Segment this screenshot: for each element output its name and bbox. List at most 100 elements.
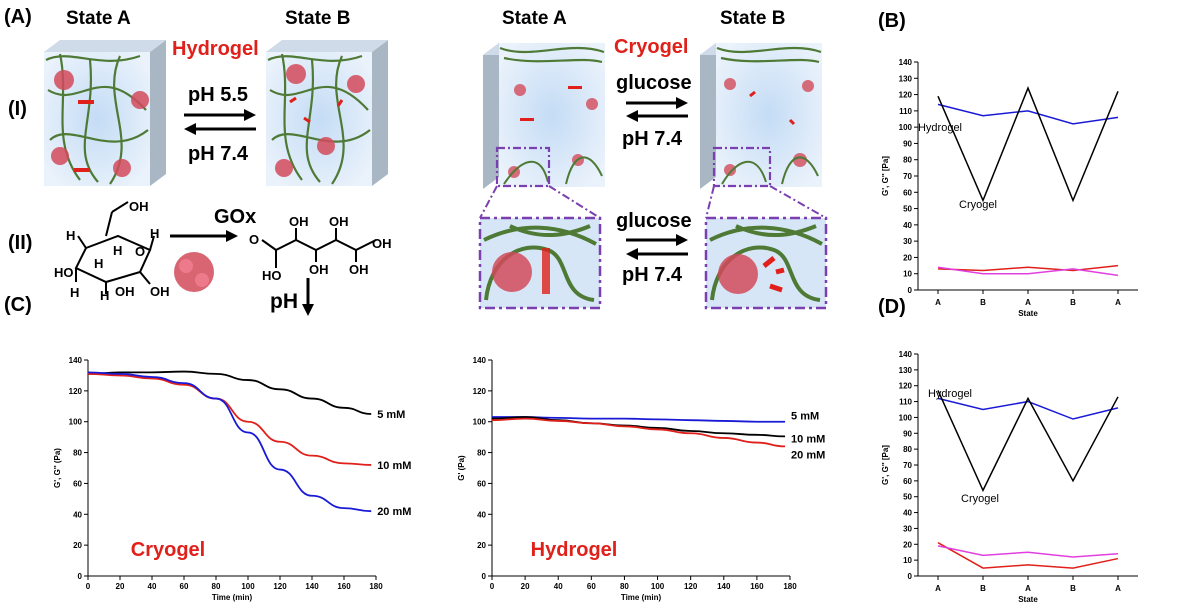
annotation-hydrogel: Hydrogel	[918, 122, 962, 134]
y-tick-label: 40	[477, 510, 486, 519]
chart-c-cryogel: 0 20 40 60 80 100 120 140 0 20 40 60 80 100 120 140 160 1…	[53, 356, 411, 602]
svg-text:OH: OH	[329, 214, 349, 229]
y-tick-label: 10	[903, 556, 912, 565]
cryogel-zoom-equilibrium-arrows	[626, 234, 688, 260]
hydrogel-state-a-label: State A	[66, 8, 131, 29]
y-tick-label: 110	[899, 107, 912, 116]
series-label-10-mm: 10 mM	[791, 433, 825, 445]
x-tick-label: 20	[521, 582, 530, 591]
x-tick-label: 0	[490, 582, 495, 591]
series-line-20-mm	[491, 417, 786, 448]
y-tick-label: 140	[899, 58, 913, 67]
gluconic-acid-labels: O HO OH OH OH OH OH	[249, 214, 392, 283]
glucose-structure	[74, 201, 155, 294]
cryogel-zoom-guides	[479, 185, 827, 219]
svg-text:OH: OH	[349, 262, 369, 277]
cryogel-state-a-label: State A	[502, 8, 567, 29]
x-tick-label: A	[935, 298, 941, 307]
y-tick-label: 0	[78, 572, 83, 581]
y-axis-label: G', G'' [Pa]	[881, 445, 890, 485]
series-line-5-mm	[491, 416, 786, 423]
series-line-10-mm	[491, 416, 786, 438]
y-tick-label: 10	[903, 270, 912, 279]
annotation-cryogel: Cryogel	[959, 199, 997, 211]
x-tick-label: 180	[369, 582, 383, 591]
y-tick-label: 140	[899, 350, 913, 359]
y-tick-label: 20	[73, 541, 82, 550]
svg-text:O: O	[249, 232, 259, 247]
y-tick-label: 100	[899, 123, 913, 132]
x-tick-label: A	[1025, 298, 1031, 307]
y-tick-label: 50	[903, 493, 912, 502]
y-tick-label: 50	[903, 205, 912, 214]
panel-letter-b: (B)	[878, 10, 906, 32]
gox-reaction-arrow	[170, 230, 238, 242]
gox-label: GOx	[214, 206, 257, 228]
chart-title: Hydrogel	[531, 539, 618, 561]
svg-text:O: O	[135, 244, 145, 259]
hydrogel-cube-b	[266, 40, 388, 186]
panel-letter-c: (C)	[4, 294, 32, 316]
y-tick-label: 100	[69, 418, 83, 427]
x-axis-label: State	[1018, 595, 1038, 604]
series-line-10-mm	[87, 372, 372, 466]
hydrogel-forward-condition: pH 5.5	[188, 84, 249, 106]
y-tick-label: 120	[899, 91, 913, 100]
cryogel-zoom-b	[704, 216, 828, 310]
series-line-cryogel	[937, 86, 1119, 203]
svg-text:HO: HO	[54, 265, 74, 280]
cryogel-forward-condition: glucose	[616, 72, 692, 94]
svg-text:H: H	[113, 243, 122, 258]
x-tick-label: B	[1070, 584, 1076, 593]
y-tick-label: 80	[903, 445, 912, 454]
svg-text:H: H	[150, 226, 159, 241]
x-tick-label: 40	[554, 582, 563, 591]
y-tick-label: 140	[69, 356, 83, 365]
x-tick-label: A	[1115, 298, 1121, 307]
series-line-g2	[937, 264, 1119, 272]
series-label-5-mm: 5 mM	[791, 411, 819, 423]
cryogel-zoom-a	[478, 216, 602, 310]
x-tick-label: 180	[783, 582, 797, 591]
svg-text:H: H	[94, 256, 103, 271]
y-tick-label: 20	[903, 253, 912, 262]
chart-title: Cryogel	[131, 539, 205, 561]
series-line-20-mm	[87, 371, 372, 513]
y-tick-label: 80	[477, 449, 486, 458]
x-tick-label: 140	[717, 582, 731, 591]
glucose-labels: OH H O H H H HO H H OH OH	[54, 199, 170, 303]
y-tick-label: 30	[903, 237, 912, 246]
series-line-g3	[937, 266, 1119, 277]
annotation-cryogel: Cryogel	[961, 493, 999, 505]
y-tick-label: 130	[899, 366, 913, 375]
series-label-20-mm: 20 mM	[791, 449, 825, 461]
series-label-20-mm: 20 mM	[377, 506, 411, 518]
y-axis-label: G' (Pa)	[457, 455, 466, 481]
y-tick-label: 0	[908, 286, 913, 295]
y-tick-label: 120	[473, 387, 487, 396]
y-tick-label: 0	[908, 572, 913, 581]
cryogel-cube-a	[483, 43, 605, 189]
hydrogel-state-b-label: State B	[285, 8, 351, 29]
ph-down-arrow	[302, 278, 314, 316]
y-tick-label: 40	[903, 221, 912, 230]
svg-text:OH: OH	[129, 199, 149, 214]
x-tick-label: 60	[180, 582, 189, 591]
x-tick-label: 100	[241, 582, 255, 591]
y-tick-label: 70	[903, 172, 912, 181]
x-tick-label: 80	[212, 582, 221, 591]
series-line-g3	[937, 545, 1119, 558]
svg-text:OH: OH	[115, 284, 135, 299]
cryogel-title: Cryogel	[614, 36, 689, 58]
series-line-g2	[937, 542, 1119, 569]
panel-letter-i: (I)	[8, 98, 27, 120]
cryogel-state-b-label: State B	[720, 8, 786, 29]
y-tick-label: 100	[899, 413, 913, 422]
hydrogel-reverse-condition: pH 7.4	[188, 143, 249, 165]
y-tick-label: 80	[73, 449, 82, 458]
y-tick-label: 20	[903, 540, 912, 549]
x-tick-label: 80	[620, 582, 629, 591]
x-tick-label: B	[980, 298, 986, 307]
